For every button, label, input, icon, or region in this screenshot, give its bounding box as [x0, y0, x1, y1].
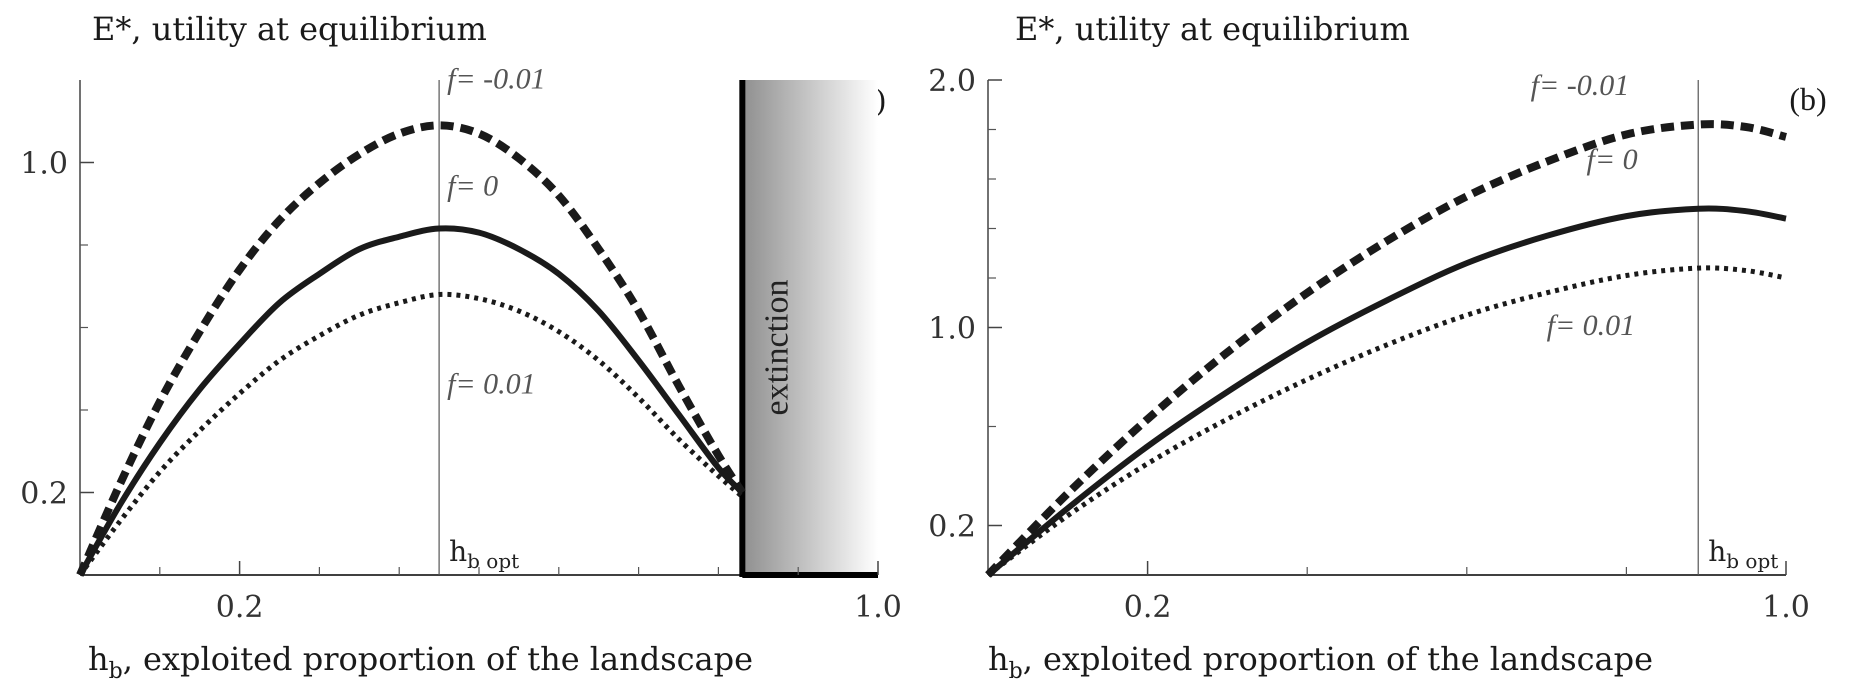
panel-a: E*, utility at equilibrium(a)extinction0… [20, 10, 902, 684]
x-axis-label-sub: b [1009, 659, 1023, 684]
x-axis-label-h: h [88, 640, 109, 678]
series-label-b: f= -0.01 [1531, 69, 1630, 102]
series-label-b: f= 0 [1587, 143, 1638, 176]
y-tick-label-b: 2.0 [928, 64, 976, 99]
x-axis-label-rest: , exploited proportion of the landscape [123, 640, 753, 678]
x-axis-label-a: hb, exploited proportion of the landscap… [88, 640, 753, 684]
y-tick-label-b: 1.0 [928, 312, 976, 347]
x-axis-label-b: hb, exploited proportion of the landscap… [988, 640, 1653, 684]
series-label-a: f= 0.01 [447, 368, 536, 401]
optimum-label-a: hb opt [449, 535, 519, 573]
series-label-value: = 0 [455, 170, 498, 203]
series-label-b: f= 0.01 [1547, 309, 1636, 342]
extinction-label: extinction [758, 280, 795, 416]
panel-label-b: (b) [1789, 81, 1826, 117]
series-line-solid-b [986, 205, 1787, 578]
x-tick-label-a: 1.0 [854, 590, 902, 625]
series-line-dashed-a [76, 121, 746, 577]
x-axis-label-rest: , exploited proportion of the landscape [1023, 640, 1653, 678]
series-label-value: = 0 [1595, 143, 1638, 176]
chart-title-b: E*, utility at equilibrium [1015, 10, 1410, 48]
x-tick-label-b: 0.2 [1124, 590, 1172, 625]
series-line-dashed-b [985, 120, 1788, 578]
series-label-a: f= -0.01 [447, 62, 546, 95]
series-line-solid-a [77, 225, 745, 577]
optimum-label-sub: b opt [467, 549, 519, 573]
y-tick-label-a: 1.0 [20, 147, 68, 182]
x-tick-label-b: 1.0 [1762, 590, 1810, 625]
series-label-value: = -0.01 [1539, 69, 1629, 102]
series-line-dotted-a [77, 291, 744, 577]
y-tick-label-b: 0.2 [928, 510, 976, 545]
panel-b: E*, utility at equilibrium (b) 0.2 1.0 0.2 1.… [928, 10, 1826, 684]
series-label-a: f= 0 [447, 170, 498, 203]
optimum-label-main: h [449, 535, 467, 568]
optimum-label-b: hb opt [1708, 535, 1778, 573]
x-tick-label-a: 0.2 [216, 590, 264, 625]
x-axis-label-sub: b [109, 659, 123, 684]
extinction-region [742, 80, 878, 575]
series-label-value: = -0.01 [455, 62, 545, 95]
series-label-value: = 0.01 [1555, 309, 1635, 342]
series-line-dotted-b [986, 265, 1787, 578]
optimum-label-sub: b opt [1726, 549, 1778, 573]
y-tick-label-a: 0.2 [20, 477, 68, 512]
optimum-label-main: h [1708, 535, 1726, 568]
chart-title-a: E*, utility at equilibrium [92, 10, 487, 48]
x-axis-label-h: h [988, 640, 1009, 678]
series-label-value: = 0.01 [455, 368, 535, 401]
